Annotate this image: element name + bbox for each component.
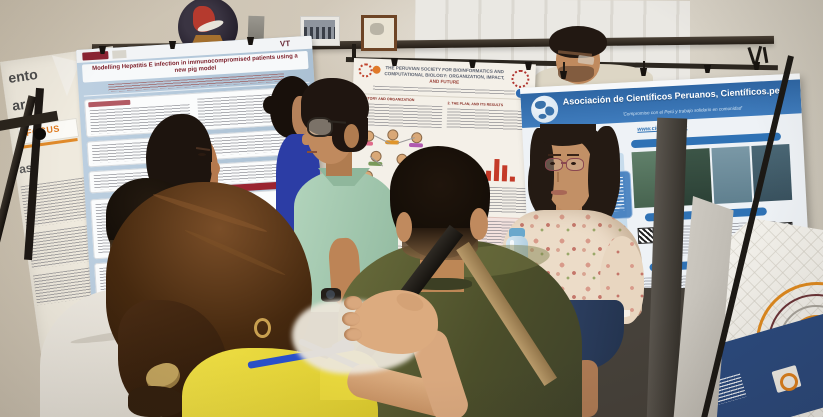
eyebrow xyxy=(548,154,561,156)
clip-stem xyxy=(643,61,645,69)
logo-left-2 xyxy=(112,49,127,59)
photo-tile xyxy=(711,146,753,204)
diagram-node xyxy=(387,129,399,141)
raised-hand xyxy=(350,290,438,354)
ear xyxy=(396,212,412,242)
water-bottle-cap xyxy=(509,228,525,238)
framed-photo-figures xyxy=(304,27,335,39)
clip-stem xyxy=(563,62,565,72)
knuckle xyxy=(342,312,360,326)
poster-fragment-section: as xyxy=(18,160,34,177)
panel-text xyxy=(446,108,530,132)
ear xyxy=(344,124,359,148)
beard xyxy=(558,66,594,82)
red-bar xyxy=(509,176,515,182)
hanging-clip xyxy=(752,62,761,70)
section-left-heading: 1. HISTORY AND ORGANIZATION xyxy=(357,96,415,103)
hanging-clip xyxy=(703,65,712,73)
watch-face xyxy=(326,290,335,299)
eye xyxy=(198,153,206,156)
panel-text xyxy=(356,103,443,129)
earring xyxy=(254,318,271,338)
hanging-clip xyxy=(639,68,648,76)
logo-dot-ring xyxy=(358,63,373,78)
hair-bun xyxy=(263,96,279,114)
glasses-bridge xyxy=(561,162,567,164)
mouth xyxy=(307,151,317,153)
framed-sketch-art xyxy=(370,23,384,35)
nose xyxy=(302,134,311,145)
logo-right: VT xyxy=(279,38,291,49)
hanging-clip xyxy=(168,41,177,49)
hanging-clip xyxy=(98,46,107,54)
logo-orange xyxy=(372,65,381,74)
glasses-icon xyxy=(307,117,333,137)
hanging-clip xyxy=(524,62,533,70)
hair-fringe xyxy=(540,124,596,146)
red-bar xyxy=(501,165,508,182)
hanging-clip xyxy=(559,71,568,79)
knuckle xyxy=(344,296,362,310)
easel-knob xyxy=(34,128,46,140)
nose-line xyxy=(557,172,559,182)
ponytail-tail xyxy=(128,386,186,417)
hanging-clip xyxy=(390,58,399,66)
qr-code xyxy=(637,227,655,245)
red-bar xyxy=(493,158,500,182)
rail-stem xyxy=(352,44,356,60)
lips xyxy=(551,190,567,195)
hanging-clip xyxy=(468,60,477,68)
plate-stand xyxy=(192,35,224,44)
eyebrow xyxy=(567,154,579,156)
ear xyxy=(470,208,488,240)
hanging-clip xyxy=(246,37,255,45)
globe-continent xyxy=(545,106,555,116)
section-right-heading: 2. THE PLAN, AND ITS RESULTS xyxy=(447,101,504,108)
hair-front-right xyxy=(588,126,620,224)
knuckle xyxy=(344,328,362,341)
diagram-label xyxy=(408,142,424,148)
logo-dot-ring xyxy=(511,69,530,89)
eye xyxy=(550,162,555,165)
nose xyxy=(211,162,220,175)
eye xyxy=(571,162,576,165)
